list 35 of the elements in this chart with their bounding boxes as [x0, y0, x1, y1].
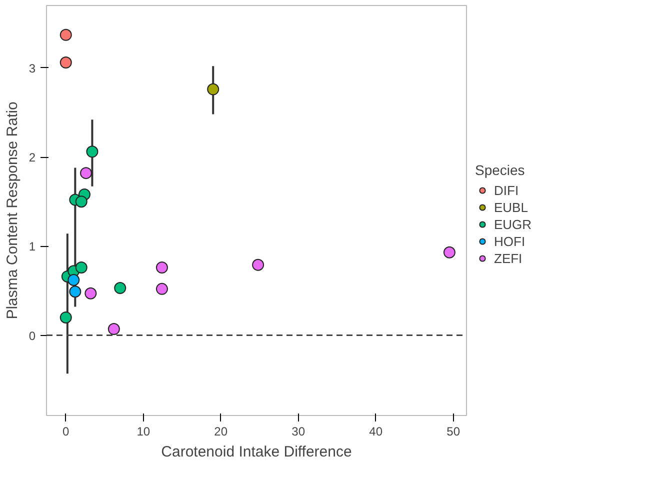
x-tick-label: 20	[214, 424, 228, 438]
y-axis-title: Plasma Content Response Ratio	[4, 102, 21, 320]
point	[156, 262, 168, 274]
x-tick-label: 40	[369, 424, 383, 438]
y-tick-label: 1	[28, 240, 36, 254]
legend-label: HOFI	[494, 234, 526, 248]
point	[207, 83, 220, 96]
point	[60, 311, 72, 324]
point	[108, 323, 120, 336]
legend-label: EUBL	[494, 200, 528, 214]
y-tick-label: 2	[28, 150, 36, 165]
y-tick-label: 0	[28, 328, 36, 343]
x-tick-label: 30	[292, 424, 306, 438]
point	[75, 262, 88, 274]
point	[69, 286, 82, 298]
x-tick-label: 10	[136, 424, 150, 438]
point	[60, 28, 72, 41]
point	[443, 246, 456, 258]
legend-label: EUGR	[494, 216, 532, 232]
x-axis-title: Carotenoid Intake Difference	[161, 444, 352, 460]
legend-label: DIFI	[494, 182, 519, 198]
point	[84, 287, 97, 300]
point	[156, 282, 168, 295]
point	[252, 258, 264, 271]
x-tick-label: 0	[62, 424, 70, 438]
x-tick-label: 50	[446, 424, 460, 438]
y-tick-label: 3	[28, 61, 36, 76]
point	[75, 196, 88, 208]
point	[86, 146, 98, 158]
point	[80, 167, 92, 180]
point	[114, 282, 126, 294]
point	[68, 274, 80, 286]
legend-label: ZEFI	[494, 250, 522, 266]
point	[60, 56, 72, 69]
legend-title: Species	[475, 162, 526, 178]
